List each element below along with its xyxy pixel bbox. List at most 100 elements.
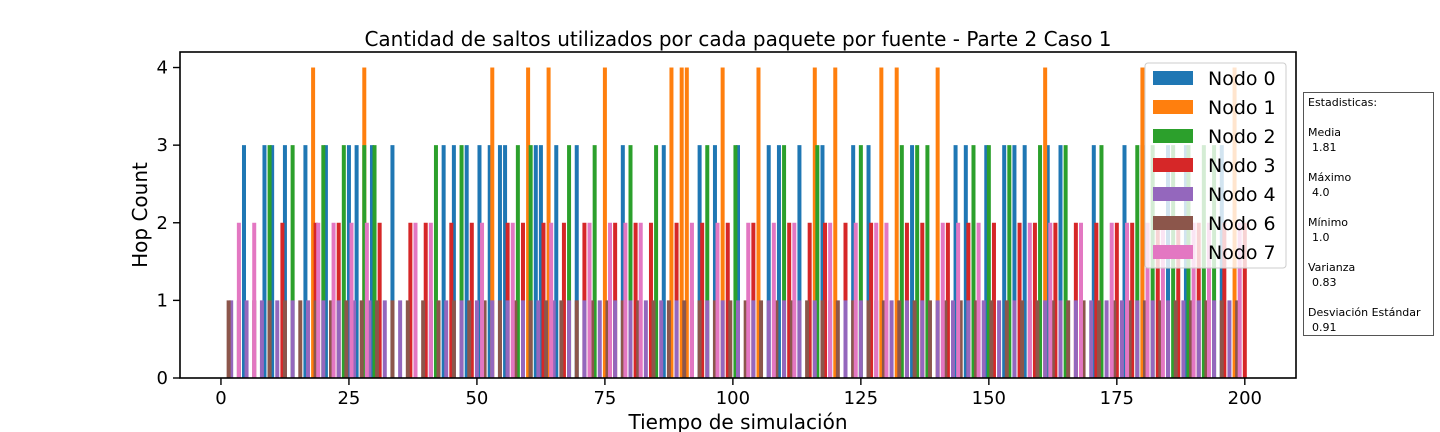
bar-series-4	[782, 300, 787, 378]
bar-series-4	[567, 300, 572, 378]
bar-series-1	[1140, 67, 1145, 379]
bar-series-4	[643, 300, 648, 378]
bar-series-6	[976, 222, 981, 378]
bar-series-5	[298, 300, 303, 378]
bar-series-4	[997, 300, 1002, 378]
bar-series-4	[444, 300, 449, 378]
bar-series-5	[943, 300, 948, 378]
bar-series-2	[433, 145, 438, 378]
bar-series-2	[290, 145, 295, 378]
bar-series-5	[620, 300, 625, 378]
bar-series-5	[927, 300, 932, 378]
bar-series-6	[1078, 222, 1083, 378]
bar-series-5	[513, 300, 518, 378]
bar-series-0	[953, 145, 958, 378]
bar-series-4	[981, 300, 986, 378]
bar-series-5	[881, 300, 886, 378]
bar-series-2	[1063, 145, 1068, 378]
bar-series-4	[751, 300, 756, 378]
bar-series-5	[282, 300, 287, 378]
bar-series-6	[1237, 222, 1242, 378]
bar-series-3	[1176, 222, 1181, 378]
y-tick-label: 0	[157, 368, 168, 389]
legend-label: Nodo 3	[1208, 155, 1276, 177]
legend-swatch	[1153, 245, 1193, 259]
bar-series-4	[720, 300, 725, 378]
bar-series-2	[372, 145, 377, 378]
bar-series-2	[815, 145, 820, 378]
legend-label: Nodo 6	[1208, 213, 1276, 235]
bar-series-4	[352, 300, 357, 378]
bar-series-6	[252, 222, 257, 378]
bar-series-4	[1012, 300, 1017, 378]
stat-min-value: 1.0	[1312, 231, 1330, 244]
bars-layer	[226, 67, 1247, 379]
bar-series-4	[367, 300, 372, 378]
bar-series-0	[346, 145, 351, 378]
stat-variance-value: 0.83	[1312, 276, 1337, 289]
bar-series-6	[1125, 222, 1130, 378]
bar-series-0	[487, 145, 492, 378]
bar-series-3	[648, 222, 653, 378]
bar-series-4	[321, 300, 326, 378]
bar-series-5	[1158, 300, 1163, 378]
legend-swatch	[1153, 71, 1193, 85]
bar-series-4	[951, 300, 956, 378]
bar-series-3	[945, 222, 950, 378]
bar-series-5	[313, 300, 318, 378]
bar-series-2	[341, 145, 346, 378]
bar-series-5	[1020, 300, 1025, 378]
legend-label: Nodo 1	[1208, 97, 1276, 119]
bar-series-0	[503, 145, 508, 378]
bar-series-0	[851, 145, 856, 378]
bar-series-2	[733, 145, 738, 378]
bar-series-1	[311, 67, 316, 379]
bar-series-2	[628, 145, 633, 378]
legend-label: Nodo 4	[1208, 184, 1276, 206]
bar-series-0	[538, 145, 543, 378]
bar-series-5	[743, 300, 748, 378]
bar-series-5	[559, 300, 564, 378]
bar-series-5	[329, 300, 334, 378]
bar-series-4	[490, 300, 495, 378]
bar-series-3	[700, 222, 705, 378]
bar-series-5	[820, 300, 825, 378]
bar-series-2	[925, 145, 930, 378]
bar-series-0	[441, 145, 446, 378]
bar-series-0	[303, 145, 308, 378]
bar-series-0	[820, 145, 825, 378]
x-tick-label: 25	[337, 388, 360, 409]
bar-series-6	[792, 222, 797, 378]
bar-series-0	[736, 145, 740, 378]
bar-series-1	[490, 67, 495, 379]
bar-series-5	[1173, 300, 1178, 378]
bar-series-5	[759, 300, 764, 378]
bar-series-2	[915, 145, 920, 378]
bar-series-4	[551, 300, 556, 378]
bar-series-0	[1091, 145, 1096, 378]
bar-series-0	[497, 145, 502, 378]
bar-series-5	[359, 300, 364, 378]
bar-series-4	[812, 300, 817, 378]
bar-series-0	[464, 145, 469, 378]
bar-series-4	[275, 300, 280, 378]
bar-series-4	[613, 300, 618, 378]
bar-series-5	[974, 300, 979, 378]
x-tick-label: 125	[844, 388, 878, 409]
bar-series-6	[428, 222, 433, 378]
y-axis-label: Hop Count	[128, 162, 152, 268]
bar-series-5	[958, 300, 963, 378]
bar-series-4	[659, 300, 664, 378]
bar-series-1	[669, 67, 674, 379]
stat-stddev-label: Desviación Estándar	[1308, 306, 1421, 319]
bar-series-5	[835, 300, 840, 378]
bar-series-5	[528, 300, 533, 378]
bar-series-4	[505, 300, 510, 378]
bar-series-0	[1045, 145, 1050, 378]
bar-series-5	[605, 300, 610, 378]
bar-series-3	[449, 222, 454, 378]
stat-mean-value: 1.81	[1312, 141, 1337, 154]
bar-series-5	[697, 300, 702, 378]
stat-min-label: Mínimo	[1308, 216, 1349, 229]
legend-swatch	[1153, 100, 1193, 114]
